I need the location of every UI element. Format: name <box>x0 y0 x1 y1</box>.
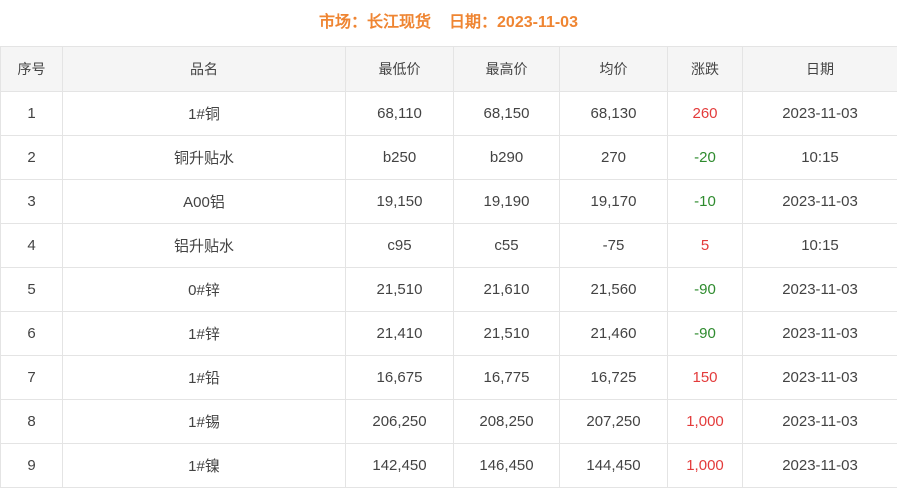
column-header: 最高价 <box>454 47 560 92</box>
date-value: 2023-11-03 <box>743 268 897 312</box>
low-price: 21,510 <box>346 268 454 312</box>
page-title: 市场：长江现货 日期：2023-11-03 <box>0 0 897 46</box>
change-value: -20 <box>668 136 743 180</box>
change-value: -90 <box>668 312 743 356</box>
change-value: 1,000 <box>668 444 743 488</box>
low-price: 68,110 <box>346 92 454 136</box>
high-price: 16,775 <box>454 356 560 400</box>
product-name: 0#锌 <box>63 268 346 312</box>
date-value: 2023-11-03 <box>743 92 897 136</box>
date-value: 2023-11-03 <box>743 180 897 224</box>
column-header: 最低价 <box>346 47 454 92</box>
change-value: -10 <box>668 180 743 224</box>
row-index: 3 <box>1 180 63 224</box>
column-header: 日期 <box>743 47 897 92</box>
high-price: 21,610 <box>454 268 560 312</box>
avg-price: 144,450 <box>560 444 668 488</box>
column-header: 涨跌 <box>668 47 743 92</box>
low-price: 19,150 <box>346 180 454 224</box>
change-value: 150 <box>668 356 743 400</box>
avg-price: 21,560 <box>560 268 668 312</box>
avg-price: 207,250 <box>560 400 668 444</box>
low-price: b250 <box>346 136 454 180</box>
column-header: 品名 <box>63 47 346 92</box>
date-value: 10:15 <box>743 136 897 180</box>
price-table-header: 序号品名最低价最高价均价涨跌日期 <box>1 47 897 92</box>
header-row: 序号品名最低价最高价均价涨跌日期 <box>1 47 897 92</box>
date-value: 2023-11-03 <box>743 356 897 400</box>
product-name: 1#锌 <box>63 312 346 356</box>
high-price: 68,150 <box>454 92 560 136</box>
product-name: 1#铜 <box>63 92 346 136</box>
column-header: 均价 <box>560 47 668 92</box>
date-value: 2023-11-03 <box>743 400 897 444</box>
row-index: 9 <box>1 444 63 488</box>
change-value: 260 <box>668 92 743 136</box>
avg-price: 270 <box>560 136 668 180</box>
avg-price: 68,130 <box>560 92 668 136</box>
row-index: 2 <box>1 136 63 180</box>
low-price: 142,450 <box>346 444 454 488</box>
low-price: 206,250 <box>346 400 454 444</box>
avg-price: -75 <box>560 224 668 268</box>
date-label: 日期：2023-11-03 <box>449 14 578 31</box>
date-value: 2023-11-03 <box>743 444 897 488</box>
high-price: 21,510 <box>454 312 560 356</box>
avg-price: 19,170 <box>560 180 668 224</box>
row-index: 6 <box>1 312 63 356</box>
row-index: 7 <box>1 356 63 400</box>
low-price: 21,410 <box>346 312 454 356</box>
high-price: 208,250 <box>454 400 560 444</box>
row-index: 4 <box>1 224 63 268</box>
low-price: 16,675 <box>346 356 454 400</box>
column-header: 序号 <box>1 47 63 92</box>
date-value: 10:15 <box>743 224 897 268</box>
avg-price: 21,460 <box>560 312 668 356</box>
product-name: 铝升贴水 <box>63 224 346 268</box>
row-index: 5 <box>1 268 63 312</box>
high-price: c55 <box>454 224 560 268</box>
row-index: 1 <box>1 92 63 136</box>
product-name: 1#锡 <box>63 400 346 444</box>
avg-price: 16,725 <box>560 356 668 400</box>
market-label: 市场：长江现货 <box>319 14 431 31</box>
change-value: -90 <box>668 268 743 312</box>
row-index: 8 <box>1 400 63 444</box>
product-name: A00铝 <box>63 180 346 224</box>
product-name: 1#铅 <box>63 356 346 400</box>
high-price: 19,190 <box>454 180 560 224</box>
product-name: 铜升贴水 <box>63 136 346 180</box>
high-price: 146,450 <box>454 444 560 488</box>
date-value: 2023-11-03 <box>743 312 897 356</box>
high-price: b290 <box>454 136 560 180</box>
product-name: 1#镍 <box>63 444 346 488</box>
low-price: c95 <box>346 224 454 268</box>
change-value: 5 <box>668 224 743 268</box>
change-value: 1,000 <box>668 400 743 444</box>
